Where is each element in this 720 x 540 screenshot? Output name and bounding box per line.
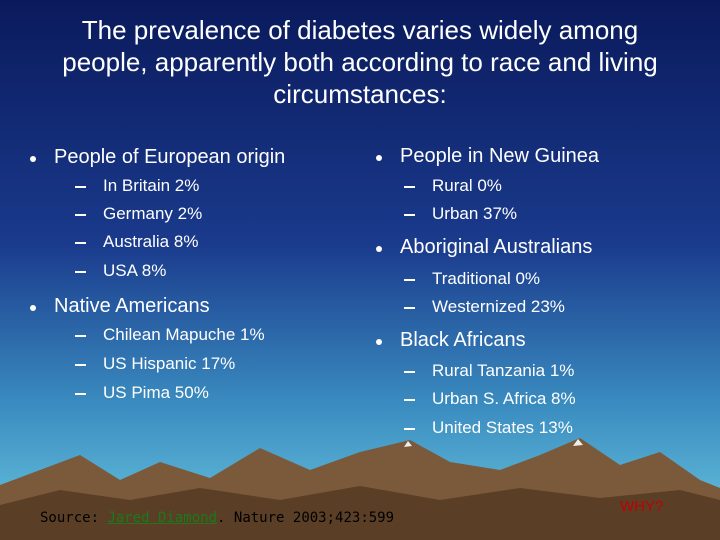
- bullet-heading: People in New Guinea: [375, 145, 600, 167]
- sub-item: US Hispanic 17%: [74, 354, 236, 373]
- bullet-heading: People of European origin: [29, 146, 286, 168]
- sub-item: USA 8%: [74, 261, 167, 280]
- sub-item: Australia 8%: [74, 232, 199, 251]
- note: WHY?: [620, 498, 664, 515]
- sub-item: Chilean Mapuche 1%: [75, 325, 265, 344]
- sub-item: Rural Tanzania 1%: [403, 361, 575, 380]
- source-link[interactable]: Jared Diamond: [107, 510, 218, 526]
- sub-item: Urban 37%: [403, 204, 518, 223]
- sub-item: Traditional 0%: [403, 269, 541, 288]
- sub-item: Rural 0%: [404, 176, 502, 195]
- sub-item: Urban S. Africa 8%: [404, 389, 576, 408]
- bullet-heading: Black Africans: [376, 329, 526, 351]
- source-prefix: Source:: [40, 510, 100, 526]
- source-suffix: . Nature 2003;423:599: [217, 510, 395, 526]
- sub-item: United States 13%: [404, 418, 573, 437]
- sub-item: Germany 2%: [74, 204, 203, 223]
- sub-item: US Pima 50%: [75, 383, 209, 402]
- sub-item: In Britain 2%: [74, 176, 200, 195]
- source: Source: Jared Diamond. Nature 2003;423:5…: [40, 510, 394, 526]
- sub-item: Westernized 23%: [404, 297, 565, 316]
- bullet-heading: Native Americans: [30, 295, 210, 317]
- bullet-heading: Aboriginal Australians: [375, 236, 593, 258]
- title: The prevalence of diabetes varies widely…: [62, 15, 658, 109]
